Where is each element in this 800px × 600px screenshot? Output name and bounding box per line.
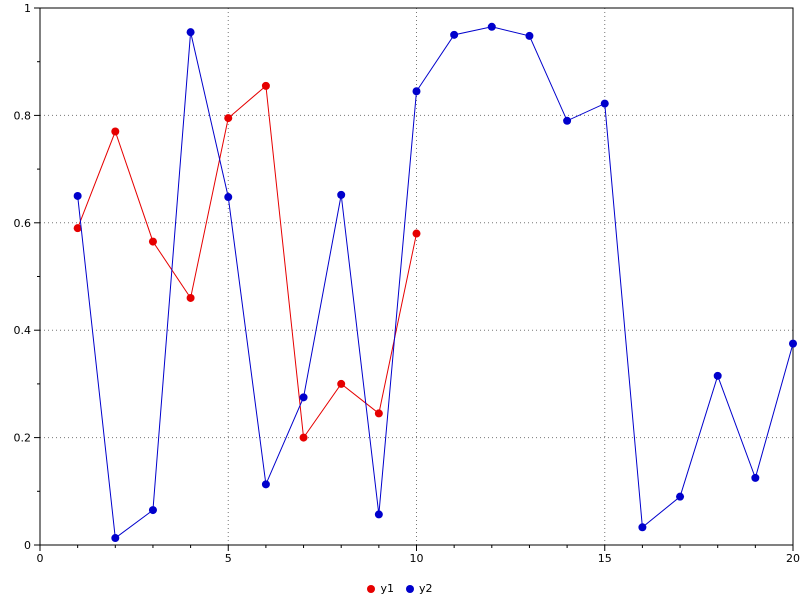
data-point-y2	[412, 87, 421, 96]
data-point-y2	[299, 393, 308, 402]
data-point-y2	[676, 492, 685, 501]
data-point-y2	[487, 22, 496, 31]
data-point-y2	[224, 193, 233, 202]
y-tick-label: 0.8	[14, 109, 32, 122]
data-point-y2	[73, 191, 82, 200]
x-tick-label: 15	[598, 552, 612, 565]
y-tick-label: 0	[24, 539, 31, 552]
y-tick-label: 1	[24, 2, 31, 15]
axis-tick-labels: 0 5 10 15 20 0 0.2 0.4 0.6 0.8 1	[14, 2, 800, 565]
data-point-y1	[374, 409, 383, 418]
data-point-y2	[600, 99, 609, 108]
legend-label-y2: y2	[419, 582, 433, 595]
data-point-y2	[261, 480, 270, 489]
legend-label-y1: y1	[380, 582, 394, 595]
x-tick-label: 20	[786, 552, 800, 565]
legend-item-y1: y1	[367, 582, 394, 595]
data-point-y2	[713, 371, 722, 380]
data-point-y2	[563, 116, 572, 125]
x-tick-label: 5	[225, 552, 232, 565]
series-line-y1	[77, 84, 417, 439]
data-point-y1	[261, 81, 270, 90]
data-point-y1	[148, 237, 157, 246]
data-point-y2	[789, 339, 797, 348]
data-point-y2	[186, 28, 195, 37]
data-point-y1	[73, 224, 82, 233]
data-point-y1	[186, 293, 195, 302]
grid	[40, 8, 793, 545]
legend-item-y2: y2	[406, 582, 433, 595]
data-point-y2	[525, 31, 534, 40]
data-point-y1	[224, 114, 233, 123]
data-point-y2	[111, 534, 120, 543]
data-point-y2	[148, 506, 157, 515]
legend-marker-y1-icon	[367, 584, 376, 593]
data-point-y1	[412, 229, 421, 238]
data-point-y1	[337, 379, 346, 388]
series-y1	[73, 81, 421, 442]
legend-marker-y2-icon	[406, 584, 414, 593]
data-point-y2	[374, 510, 383, 519]
y-tick-label: 0.2	[14, 432, 32, 445]
legend: y1 y2	[0, 582, 800, 595]
data-point-y1	[111, 127, 120, 136]
axis-ticks	[34, 7, 794, 551]
series-line-y2	[77, 26, 794, 539]
series-y2	[73, 22, 797, 543]
data-point-y1	[299, 433, 308, 442]
y-tick-label: 0.4	[14, 324, 32, 337]
data-point-y2	[450, 30, 459, 39]
data-point-y2	[337, 190, 346, 199]
y-tick-label: 0.6	[14, 217, 32, 230]
x-tick-label: 0	[37, 552, 44, 565]
data-point-y2	[751, 473, 760, 482]
data-point-y2	[638, 523, 647, 532]
x-tick-label: 10	[410, 552, 424, 565]
